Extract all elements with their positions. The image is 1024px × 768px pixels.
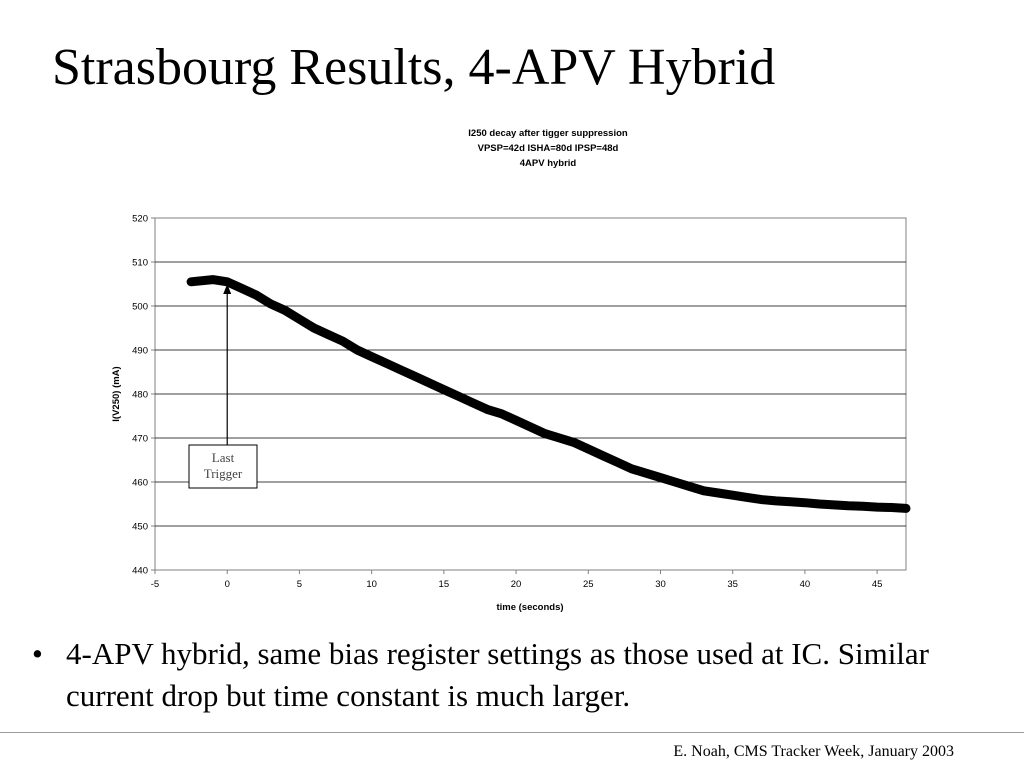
x-tick-label: 45 [872, 579, 883, 590]
data-point [802, 500, 807, 505]
decay-chart: I250 decay after tigger suppression VPSP… [111, 128, 911, 613]
y-tick-label: 500 [132, 302, 148, 313]
bullet-glyph: • [32, 636, 43, 671]
data-point [268, 301, 273, 306]
slide-title: Strasbourg Results, 4-APV Hybrid [52, 39, 776, 96]
data-point [470, 400, 475, 405]
data-point [254, 293, 259, 297]
data-point [427, 381, 432, 385]
data-point [701, 488, 706, 493]
y-tick-label: 460 [132, 478, 148, 489]
data-point [860, 504, 865, 509]
data-point [571, 440, 576, 445]
data-point [326, 332, 331, 337]
data-point [600, 453, 605, 458]
x-axis-label: time (seconds) [496, 602, 563, 613]
data-point [672, 480, 677, 484]
data-point [745, 495, 750, 500]
bullet-item: • 4-APV hybrid, same bias register setti… [32, 633, 1002, 717]
x-tick-label: -5 [151, 579, 159, 590]
y-tick-label: 520 [132, 214, 148, 225]
data-point [189, 279, 194, 284]
series-line [186, 275, 911, 513]
data-point [283, 308, 287, 313]
annotation-arrow-head [223, 284, 232, 294]
data-point [413, 374, 417, 379]
data-point [759, 497, 764, 502]
data-point [499, 411, 504, 416]
annotation-box [188, 444, 258, 489]
x-tick-label: 40 [800, 579, 811, 590]
series-layer [186, 275, 911, 513]
footer-divider [0, 732, 1024, 733]
y-tick-label: 450 [132, 522, 148, 533]
x-tick-label: 30 [655, 579, 666, 590]
y-tick-label: 480 [132, 390, 148, 401]
x-tick-label: 20 [511, 579, 522, 590]
data-point [398, 367, 403, 372]
data-point [687, 484, 692, 489]
y-tick-label: 440 [132, 566, 148, 577]
data-point [586, 447, 591, 451]
data-point [831, 502, 836, 507]
data-point [384, 361, 389, 366]
footer-credit: E. Noah, CMS Tracker Week, January 2003 [673, 743, 954, 760]
y-tick-label: 470 [132, 434, 148, 445]
data-point [730, 493, 735, 498]
x-tick-label: 0 [225, 579, 230, 590]
data-point [340, 339, 345, 344]
chart-title-line-2: VPSP=42d ISHA=80d IPSP=48d [478, 143, 619, 154]
annotation-text-line-1: Last [212, 450, 235, 465]
data-point [889, 505, 894, 510]
data-point [774, 498, 778, 503]
data-point [528, 425, 533, 429]
data-point [658, 475, 663, 480]
data-point [644, 471, 648, 476]
data-point [557, 436, 562, 440]
x-tick-label: 35 [727, 579, 738, 590]
data-point [355, 348, 360, 352]
data-point [904, 506, 908, 511]
x-axis-ticks: -5 0 5 10 15 20 25 30 35 40 45 [151, 570, 883, 590]
y-axis-ticks: 440 450 460 470 480 490 500 510 520 [132, 214, 155, 577]
y-tick-label: 490 [132, 346, 148, 357]
annotation-text-line-2: Trigger [204, 466, 243, 481]
data-point [311, 326, 316, 330]
data-point [297, 317, 302, 322]
x-tick-label: 25 [583, 579, 594, 590]
x-tick-label: 15 [439, 579, 450, 590]
data-point [629, 466, 634, 471]
x-tick-label: 10 [366, 579, 377, 590]
last-trigger-annotation: Last Trigger [188, 284, 258, 489]
data-point [225, 279, 230, 284]
data-point [210, 277, 215, 282]
chart-title: I250 decay after tigger suppression VPSP… [468, 128, 628, 169]
data-point [788, 499, 793, 504]
data-point [456, 394, 461, 399]
data-point [817, 502, 822, 506]
chart-title-line-3: 4APV hybrid [520, 158, 577, 169]
bullet-text: 4-APV hybrid, same bias register setting… [66, 636, 930, 713]
y-axis-label: I(V250) (mA) [111, 366, 122, 421]
data-point [441, 387, 446, 392]
data-point [485, 407, 490, 412]
data-point [875, 505, 880, 510]
data-point [716, 491, 721, 495]
data-point [514, 418, 519, 423]
data-point [615, 460, 620, 465]
y-tick-label: 510 [132, 258, 148, 269]
chart-title-line-1: I250 decay after tigger suppression [468, 128, 628, 139]
data-point [239, 286, 244, 291]
data-point [369, 354, 374, 359]
data-point [542, 431, 547, 436]
x-tick-label: 5 [297, 579, 302, 590]
data-point [846, 503, 851, 508]
